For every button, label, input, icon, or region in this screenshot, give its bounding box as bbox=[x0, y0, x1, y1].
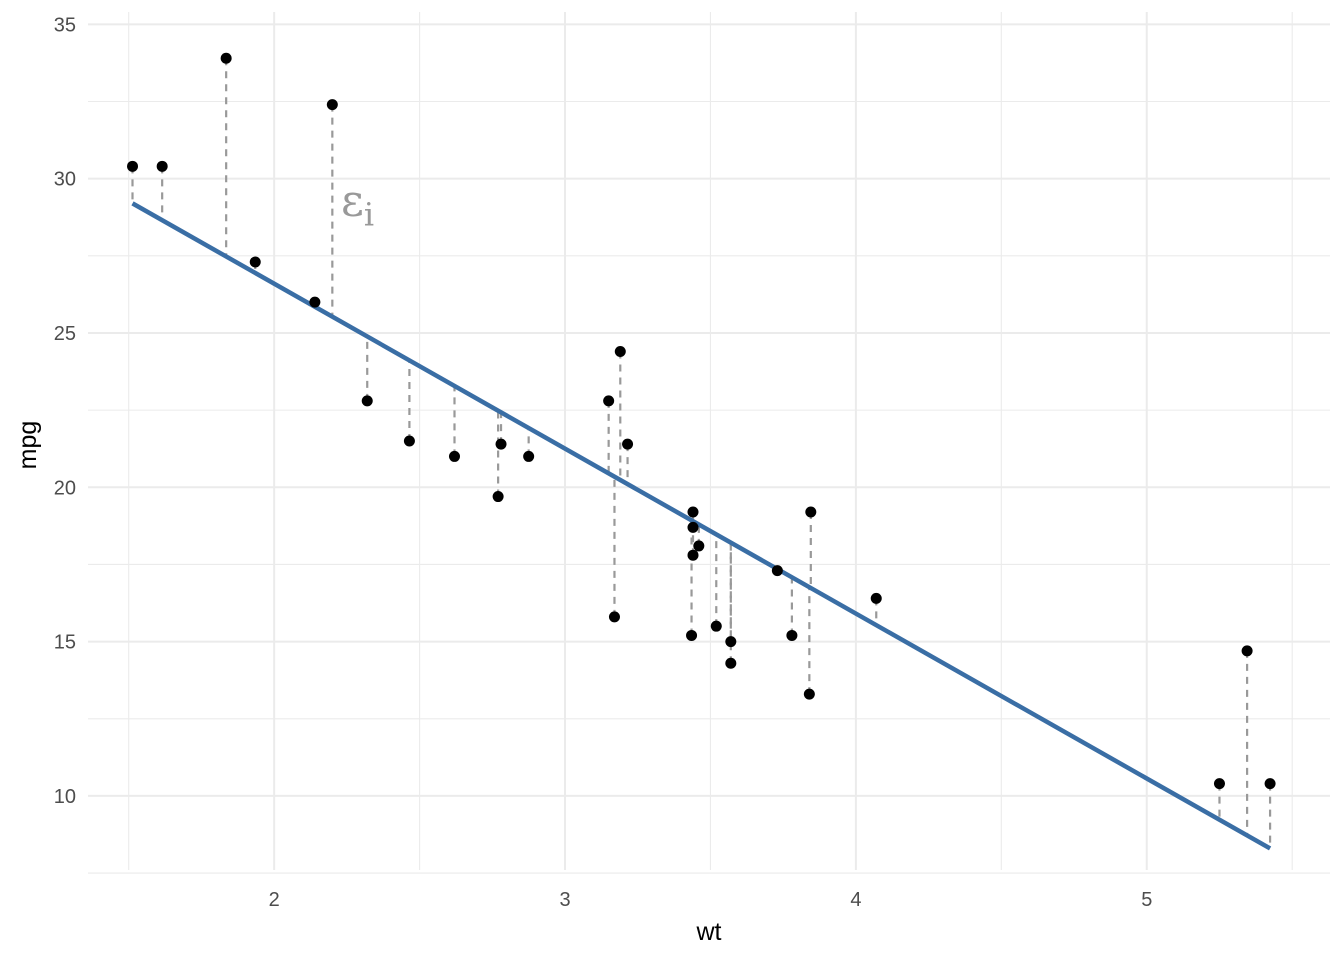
y-tick-label: 15 bbox=[54, 632, 76, 654]
data-point bbox=[803, 688, 815, 700]
data-point bbox=[608, 611, 620, 623]
y-tick-label: 20 bbox=[54, 477, 76, 499]
data-point bbox=[725, 657, 737, 669]
x-tick-label: 4 bbox=[850, 889, 861, 911]
data-point bbox=[687, 549, 699, 561]
data-point bbox=[523, 450, 535, 462]
x-tick-label: 2 bbox=[269, 889, 280, 911]
data-point bbox=[687, 521, 699, 533]
data-point bbox=[622, 438, 634, 450]
epsilon-symbol: ε bbox=[341, 176, 364, 227]
y-tick-label: 30 bbox=[54, 169, 76, 191]
data-point bbox=[1213, 778, 1225, 790]
data-point bbox=[1241, 645, 1253, 657]
data-point bbox=[686, 629, 698, 641]
data-point bbox=[220, 52, 232, 64]
major-gridlines bbox=[88, 12, 1330, 870]
data-point bbox=[309, 296, 321, 308]
residual-lines bbox=[131, 58, 1272, 849]
data-point bbox=[603, 395, 615, 407]
data-point bbox=[127, 160, 139, 172]
data-point bbox=[249, 256, 261, 268]
data-point bbox=[786, 629, 798, 641]
data-point bbox=[156, 160, 168, 172]
epsilon-label: εi bbox=[341, 176, 374, 234]
data-point bbox=[326, 99, 338, 111]
minor-gridlines bbox=[88, 12, 1330, 874]
data-point bbox=[1264, 778, 1276, 790]
x-axis-title: wt bbox=[696, 918, 722, 946]
y-tick-label: 10 bbox=[54, 786, 76, 808]
data-points bbox=[127, 52, 1276, 790]
data-point bbox=[495, 438, 507, 450]
data-point bbox=[403, 435, 415, 447]
data-point bbox=[614, 345, 626, 357]
y-tick-label: 25 bbox=[54, 323, 76, 345]
data-point bbox=[870, 592, 882, 604]
x-tick-label: 5 bbox=[1141, 889, 1152, 911]
y-tick-label: 35 bbox=[54, 14, 76, 36]
regression-line-group bbox=[131, 201, 1272, 851]
data-point bbox=[361, 395, 373, 407]
data-point bbox=[448, 450, 460, 462]
y-axis-title: mpg bbox=[14, 421, 42, 470]
data-point bbox=[693, 540, 705, 552]
x-tick-label: 3 bbox=[559, 889, 570, 911]
x-tick-labels: 2 3 4 5 bbox=[269, 889, 1153, 911]
data-point bbox=[492, 491, 504, 503]
regression-line bbox=[131, 201, 1272, 851]
data-point bbox=[687, 506, 699, 518]
data-point bbox=[771, 565, 783, 577]
data-point bbox=[725, 636, 737, 648]
epsilon-annotation: εi bbox=[341, 176, 374, 234]
epsilon-subscript: i bbox=[364, 196, 374, 234]
data-point bbox=[805, 506, 817, 518]
data-point bbox=[710, 620, 722, 632]
y-tick-labels: 10 15 20 25 30 35 bbox=[54, 14, 76, 808]
